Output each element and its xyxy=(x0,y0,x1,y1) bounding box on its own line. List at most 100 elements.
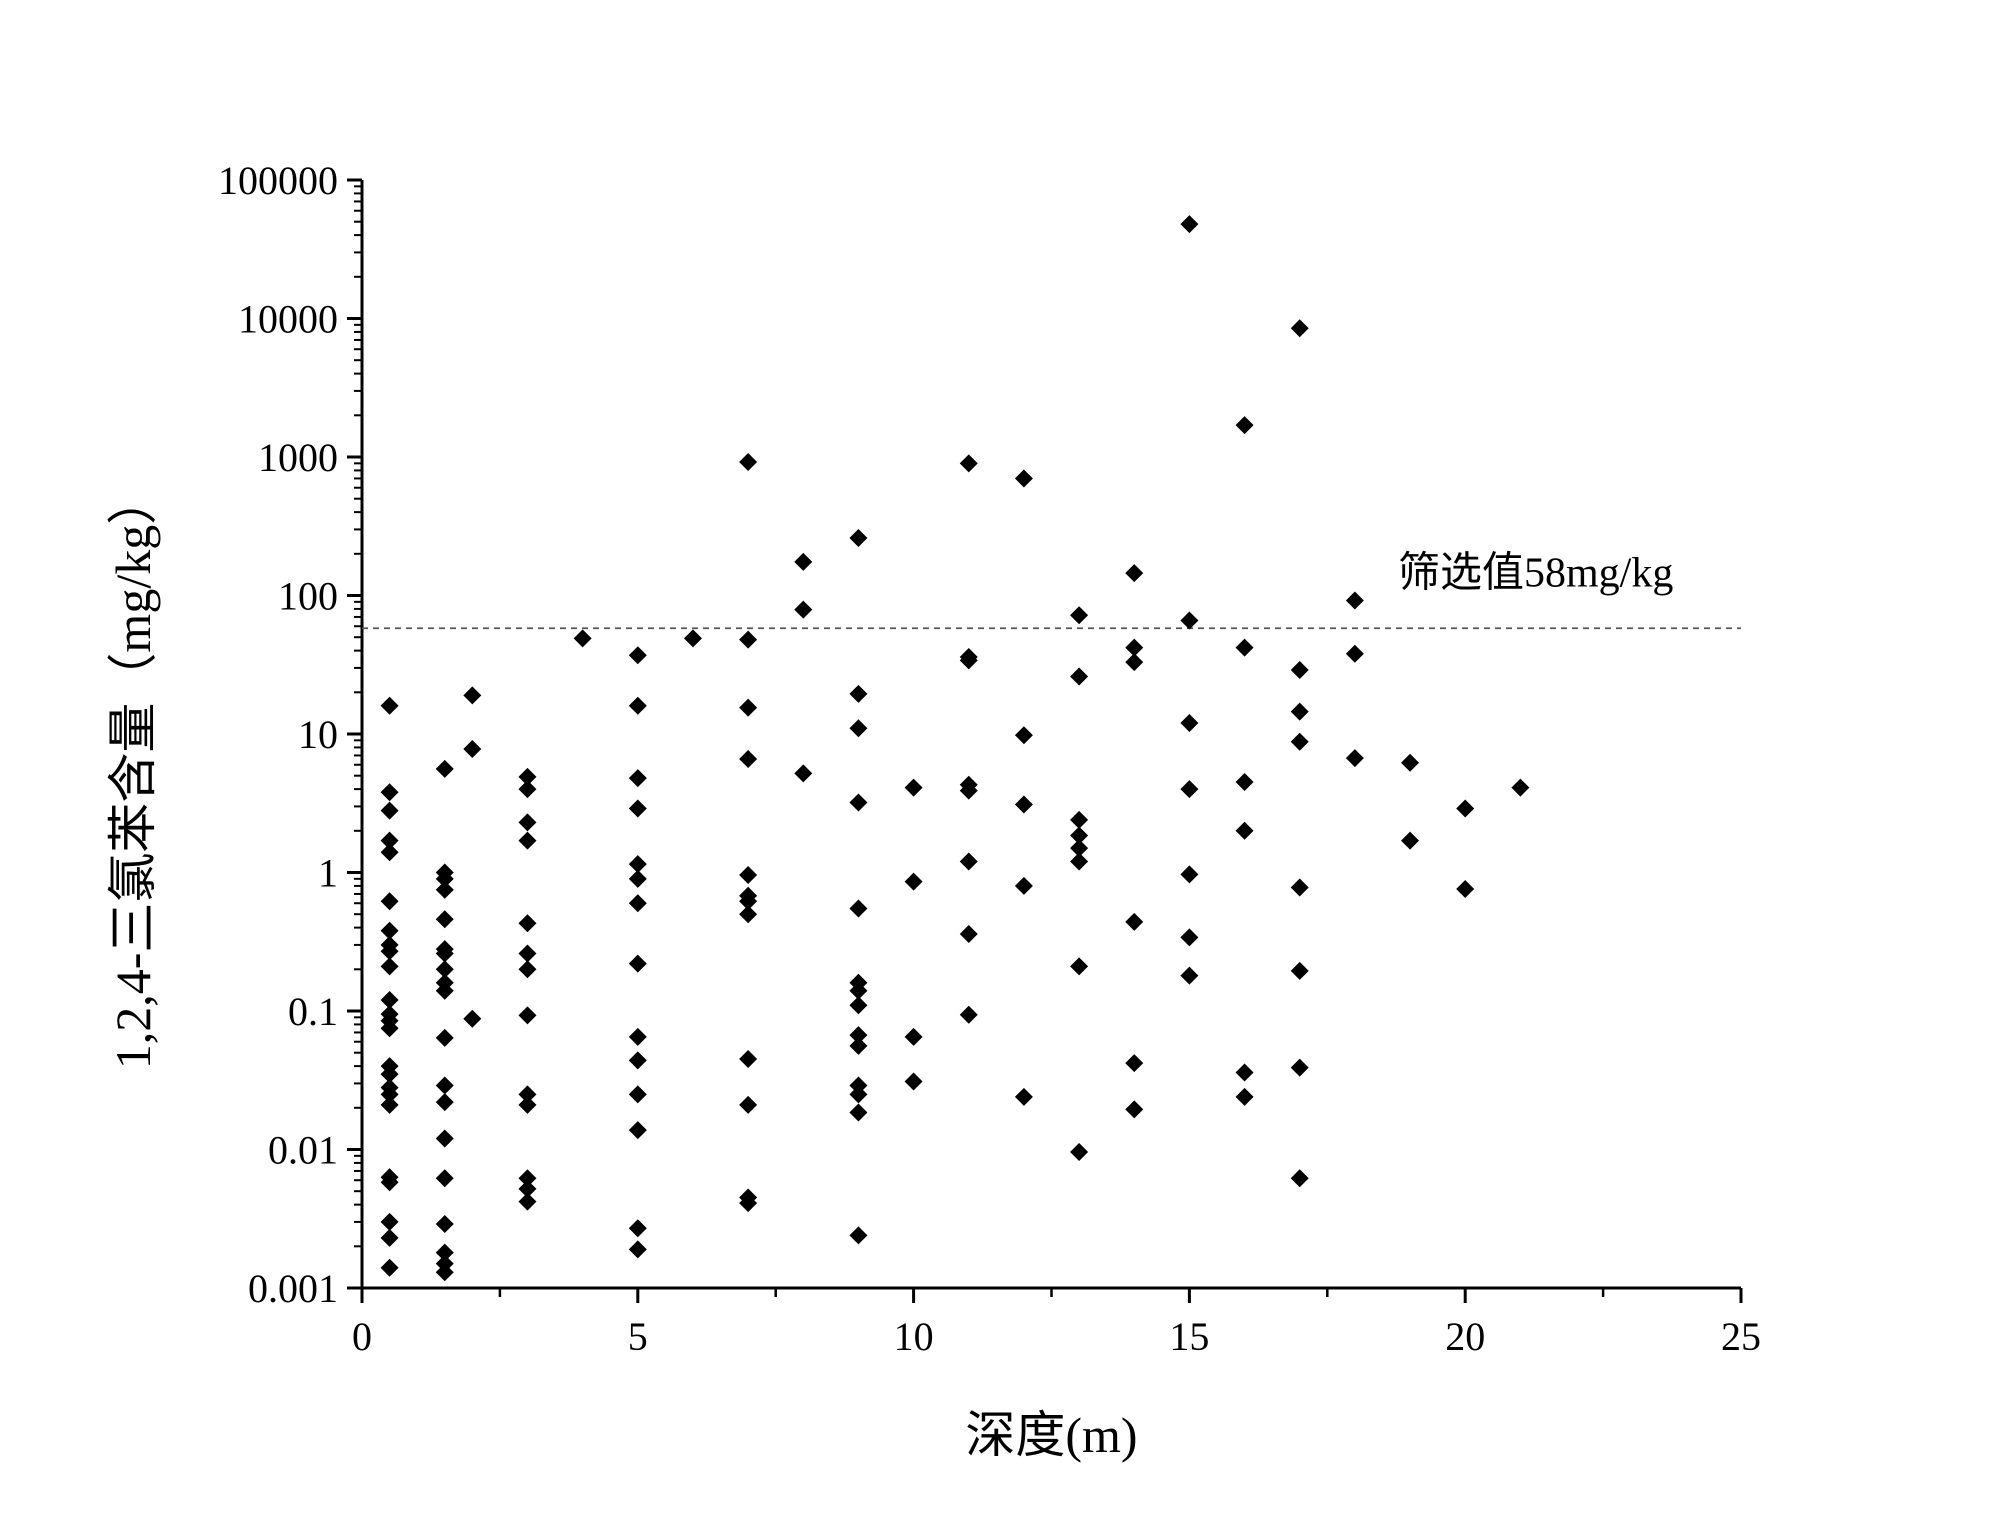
data-point xyxy=(849,793,868,812)
data-point xyxy=(435,944,454,963)
x-axis-title: 深度(m) xyxy=(965,1407,1137,1463)
data-point xyxy=(849,996,868,1015)
data-point xyxy=(435,960,454,979)
data-point xyxy=(463,686,482,705)
data-point xyxy=(1014,795,1033,814)
data-point xyxy=(959,651,978,670)
data-point xyxy=(518,767,537,786)
data-point xyxy=(1125,1100,1144,1119)
data-point xyxy=(1070,667,1089,686)
data-point xyxy=(380,991,399,1010)
data-point xyxy=(380,831,399,850)
data-point xyxy=(1125,912,1144,931)
data-point xyxy=(739,630,758,649)
y-tick-label: 100000 xyxy=(218,158,338,203)
data-point xyxy=(849,981,868,1000)
data-point xyxy=(435,1129,454,1148)
data-point xyxy=(1235,773,1254,792)
data-point xyxy=(849,1226,868,1245)
data-point xyxy=(518,1179,537,1198)
data-point xyxy=(739,865,758,884)
data-point xyxy=(628,1085,647,1104)
data-point xyxy=(380,942,399,961)
data-point xyxy=(1235,821,1254,840)
data-point xyxy=(849,529,868,548)
data-point xyxy=(1070,852,1089,871)
data-point xyxy=(463,1009,482,1028)
data-point xyxy=(794,552,813,571)
data-point xyxy=(1014,469,1033,488)
data-point xyxy=(628,894,647,913)
data-point xyxy=(380,1258,399,1277)
y-axis-title: 1,2,4-三氯苯含量（mg/kg） xyxy=(105,475,161,1069)
data-point xyxy=(435,1214,454,1233)
data-point xyxy=(518,1006,537,1025)
data-point xyxy=(1070,957,1089,976)
data-point xyxy=(628,769,647,788)
data-point xyxy=(1290,1058,1309,1077)
x-tick-label: 15 xyxy=(1169,1314,1209,1359)
data-point xyxy=(380,1065,399,1084)
data-point xyxy=(683,629,702,648)
data-point xyxy=(794,600,813,619)
data-point xyxy=(849,684,868,703)
data-point xyxy=(1401,831,1420,850)
data-point xyxy=(1014,1087,1033,1106)
data-point xyxy=(380,921,399,940)
x-tick-label: 20 xyxy=(1445,1314,1485,1359)
data-point xyxy=(849,899,868,918)
data-point xyxy=(435,759,454,778)
data-point xyxy=(904,872,923,891)
axes: 0 5 10 15 20 25 0.001 0.01 0.1 1 10 100 1000 10000 100… xyxy=(218,158,1761,1359)
data-point xyxy=(628,1121,647,1140)
data-point xyxy=(628,1219,647,1238)
data-point xyxy=(959,852,978,871)
data-point xyxy=(628,1051,647,1070)
data-point xyxy=(1070,810,1089,829)
data-point xyxy=(628,1240,647,1259)
data-point xyxy=(628,855,647,874)
data-point xyxy=(518,1192,537,1211)
data-point xyxy=(1180,714,1199,733)
y-tick-label: 10000 xyxy=(238,297,338,342)
data-point xyxy=(1070,1142,1089,1161)
data-point xyxy=(435,910,454,929)
data-point xyxy=(435,1093,454,1112)
data-point xyxy=(628,954,647,973)
y-tick-label: 0.001 xyxy=(248,1266,338,1311)
data-point xyxy=(518,944,537,963)
y-tick-label: 0.1 xyxy=(288,989,338,1034)
data-point xyxy=(959,924,978,943)
data-point xyxy=(380,957,399,976)
y-tick-label: 1000 xyxy=(258,435,338,480)
data-point xyxy=(739,892,758,911)
x-tick-label: 25 xyxy=(1721,1314,1761,1359)
data-point xyxy=(435,1243,454,1262)
y-tick-label: 1 xyxy=(318,851,338,896)
data-point xyxy=(849,1036,868,1055)
data-point xyxy=(739,1095,758,1114)
data-point xyxy=(435,1263,454,1282)
data-point xyxy=(959,781,978,800)
y-tick-label: 100 xyxy=(278,574,338,619)
data-point xyxy=(518,1169,537,1188)
data-point xyxy=(435,1028,454,1047)
data-point xyxy=(435,880,454,899)
data-point xyxy=(1125,653,1144,672)
data-point xyxy=(904,1072,923,1091)
x-tick-label: 5 xyxy=(628,1314,648,1359)
data-point xyxy=(518,1095,537,1114)
data-point xyxy=(435,1076,454,1095)
data-point xyxy=(1180,928,1199,947)
data-point xyxy=(1070,606,1089,625)
data-point xyxy=(1345,591,1364,610)
data-point xyxy=(739,749,758,768)
data-point xyxy=(849,1103,868,1122)
data-point xyxy=(628,799,647,818)
data-point xyxy=(1125,638,1144,657)
data-point xyxy=(739,453,758,472)
data-point xyxy=(849,1026,868,1045)
data-point xyxy=(1180,780,1199,799)
data-point xyxy=(1014,876,1033,895)
data-point xyxy=(1290,660,1309,679)
